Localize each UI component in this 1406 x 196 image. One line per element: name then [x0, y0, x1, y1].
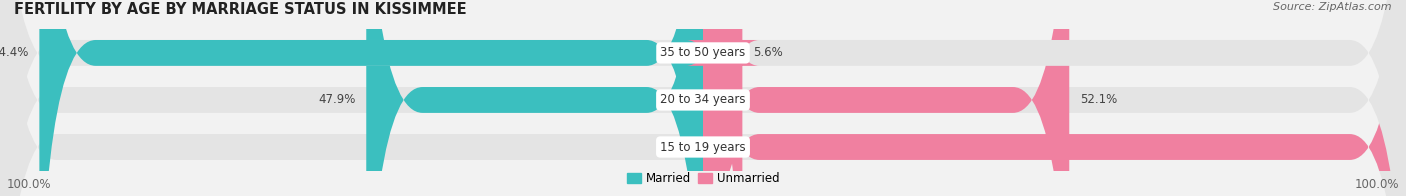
FancyBboxPatch shape [39, 0, 703, 196]
Text: 35 to 50 years: 35 to 50 years [661, 46, 745, 59]
Legend: Married, Unmarried: Married, Unmarried [621, 168, 785, 190]
FancyBboxPatch shape [686, 0, 759, 196]
Text: 47.9%: 47.9% [318, 93, 356, 106]
Text: 94.4%: 94.4% [0, 46, 28, 59]
Text: 100.0%: 100.0% [7, 178, 52, 191]
Text: 5.6%: 5.6% [754, 46, 783, 59]
Text: 15 to 19 years: 15 to 19 years [661, 141, 745, 153]
Text: Source: ZipAtlas.com: Source: ZipAtlas.com [1274, 2, 1392, 12]
FancyBboxPatch shape [366, 0, 703, 196]
FancyBboxPatch shape [703, 0, 1069, 196]
Text: 20 to 34 years: 20 to 34 years [661, 93, 745, 106]
Text: 100.0%: 100.0% [1354, 178, 1399, 191]
Text: FERTILITY BY AGE BY MARRIAGE STATUS IN KISSIMMEE: FERTILITY BY AGE BY MARRIAGE STATUS IN K… [14, 2, 467, 17]
Text: 52.1%: 52.1% [1080, 93, 1116, 106]
FancyBboxPatch shape [703, 0, 1406, 196]
